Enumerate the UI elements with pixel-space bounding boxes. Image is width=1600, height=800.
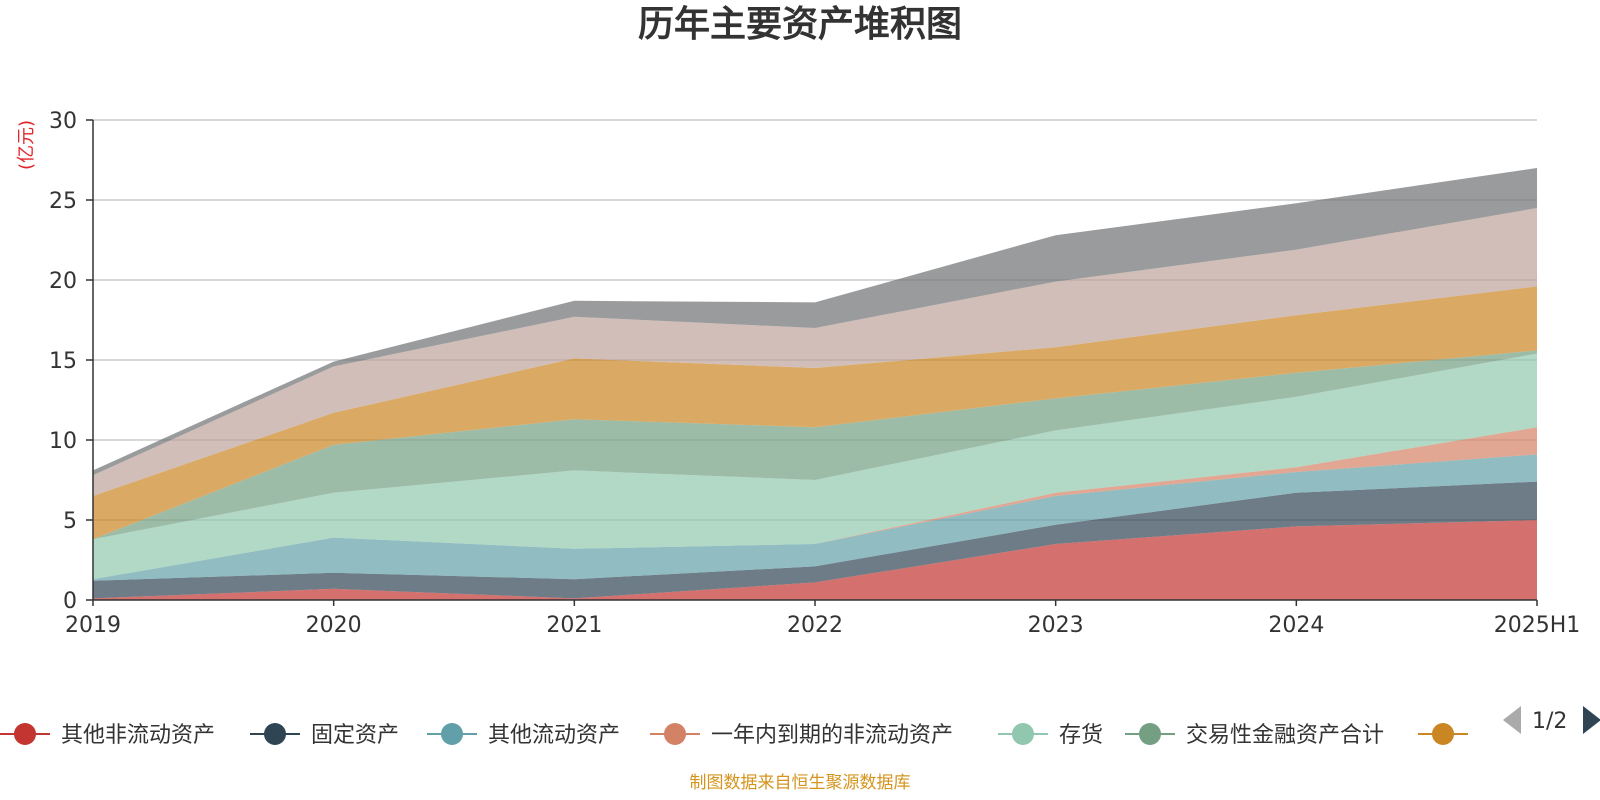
legend-item[interactable]: 其他非流动资产 [0, 723, 215, 748]
area-series-2 [93, 481, 1537, 599]
legend-marker-icon [1012, 723, 1034, 745]
legend-label: 固定资产 [311, 723, 399, 748]
axes: 0 5 10 15 20 25 30 2019 2020 2021 2022 2023 2024 2025… [49, 109, 1580, 638]
legend-item[interactable]: 固定资产 [250, 723, 399, 748]
y-tick-label: 10 [49, 429, 77, 454]
legend-marker-icon [664, 723, 686, 745]
y-tick-label: 5 [63, 509, 77, 534]
area-series-3 [93, 454, 1537, 581]
legend-marker-icon [14, 723, 36, 745]
legend-item[interactable]: 交易性金融资产合计 [1125, 723, 1384, 748]
legend-item[interactable]: 一年内到期的非流动资产 [650, 723, 953, 748]
legend-marker-icon [1432, 723, 1454, 745]
area-series-8 [93, 208, 1537, 496]
x-tick-label: 2025H1 [1494, 613, 1581, 638]
legend-marker-icon [441, 723, 463, 745]
y-axis-unit-label: (亿元) [16, 120, 37, 170]
legend[interactable]: 其他非流动资产 固定资产 其他流动资产 一年内到期的非流动资产 存货 交易性金融资产合计 [0, 723, 1468, 748]
chart-title: 历年主要资产堆积图 [638, 4, 962, 45]
legend-label: 交易性金融资产合计 [1186, 723, 1384, 748]
area-series-1 [93, 520, 1537, 600]
area-series-7 [93, 286, 1537, 540]
legend-label: 其他非流动资产 [61, 723, 215, 748]
legend-page-indicator: 1/2 [1532, 709, 1567, 734]
y-tick-label: 25 [49, 189, 77, 214]
y-tick-label: 0 [63, 589, 77, 614]
legend-item[interactable]: 其他流动资产 [427, 723, 620, 748]
x-tick-label: 2020 [306, 613, 362, 638]
legend-prev-page-icon[interactable] [1503, 706, 1521, 734]
legend-label: 一年内到期的非流动资产 [711, 723, 953, 748]
y-tick-label: 30 [49, 109, 77, 134]
legend-label: 其他流动资产 [488, 723, 620, 748]
area-series-group [93, 168, 1537, 600]
y-tick-label: 15 [49, 349, 77, 374]
area-series-6 [93, 350, 1537, 540]
x-tick-label: 2024 [1268, 613, 1324, 638]
legend-pager: 1/2 [1503, 706, 1600, 734]
legend-item[interactable]: 存货 [998, 723, 1103, 748]
legend-item[interactable] [1418, 723, 1468, 745]
legend-marker-icon [1139, 723, 1161, 745]
x-tick-label: 2022 [787, 613, 843, 638]
legend-label: 存货 [1059, 723, 1103, 748]
x-tick-label: 2021 [546, 613, 602, 638]
source-note: 制图数据来自恒生聚源数据库 [690, 773, 911, 793]
x-tick-label: 2023 [1028, 613, 1084, 638]
legend-next-page-icon[interactable] [1583, 706, 1600, 734]
y-tick-label: 20 [49, 269, 77, 294]
area-series-5 [93, 353, 1537, 580]
area-series-9 [93, 168, 1537, 476]
legend-marker-icon [264, 723, 286, 745]
x-tick-label: 2019 [65, 613, 121, 638]
